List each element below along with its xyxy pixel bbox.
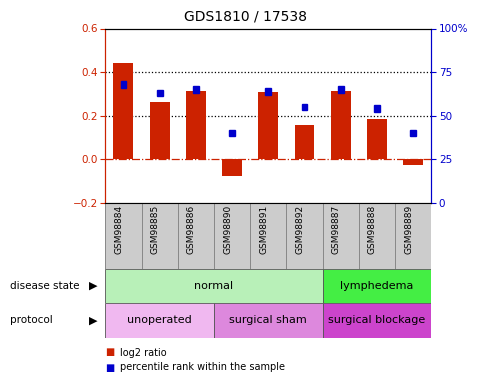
Bar: [359, 203, 395, 268]
Text: GSM98890: GSM98890: [223, 205, 232, 254]
Bar: [374, 105, 380, 112]
Bar: [142, 203, 178, 268]
Text: lymphedema: lymphedema: [340, 281, 414, 291]
Text: GSM98885: GSM98885: [150, 205, 160, 254]
Text: normal: normal: [195, 281, 234, 291]
Bar: [322, 268, 431, 303]
Bar: [105, 268, 322, 303]
Bar: [105, 303, 214, 338]
Text: GSM98891: GSM98891: [259, 205, 268, 254]
Bar: [121, 81, 126, 88]
Text: disease state: disease state: [10, 281, 79, 291]
Bar: [294, 126, 315, 159]
Text: percentile rank within the sample: percentile rank within the sample: [120, 363, 285, 372]
Bar: [250, 203, 286, 268]
Bar: [114, 63, 133, 159]
Bar: [105, 203, 142, 268]
Text: ■: ■: [105, 363, 115, 372]
Bar: [178, 203, 214, 268]
Text: surgical blockage: surgical blockage: [328, 315, 425, 325]
Text: GSM98889: GSM98889: [404, 205, 413, 254]
Text: GSM98888: GSM98888: [368, 205, 377, 254]
Bar: [331, 91, 351, 159]
Text: unoperated: unoperated: [127, 315, 192, 325]
Bar: [214, 203, 250, 268]
Text: ▶: ▶: [89, 315, 98, 325]
Text: ■: ■: [105, 348, 115, 357]
Bar: [193, 86, 199, 93]
Bar: [157, 90, 163, 96]
Bar: [403, 159, 423, 165]
Text: protocol: protocol: [10, 315, 52, 325]
Bar: [410, 130, 416, 136]
Text: GSM98884: GSM98884: [115, 205, 123, 254]
Bar: [322, 303, 431, 338]
Bar: [229, 130, 235, 136]
Bar: [214, 303, 322, 338]
Bar: [301, 104, 307, 110]
Bar: [286, 203, 322, 268]
Text: GSM98887: GSM98887: [332, 205, 341, 254]
Bar: [395, 203, 431, 268]
Bar: [150, 102, 170, 159]
Bar: [338, 86, 343, 93]
Text: GDS1810 / 17538: GDS1810 / 17538: [183, 9, 307, 23]
Bar: [266, 88, 271, 94]
Text: GSM98892: GSM98892: [295, 205, 304, 254]
Bar: [222, 159, 242, 176]
Text: surgical sham: surgical sham: [229, 315, 307, 325]
Bar: [367, 119, 387, 159]
Text: ▶: ▶: [89, 281, 98, 291]
Text: log2 ratio: log2 ratio: [120, 348, 167, 357]
Bar: [186, 91, 206, 159]
Bar: [322, 203, 359, 268]
Bar: [258, 92, 278, 159]
Text: GSM98886: GSM98886: [187, 205, 196, 254]
